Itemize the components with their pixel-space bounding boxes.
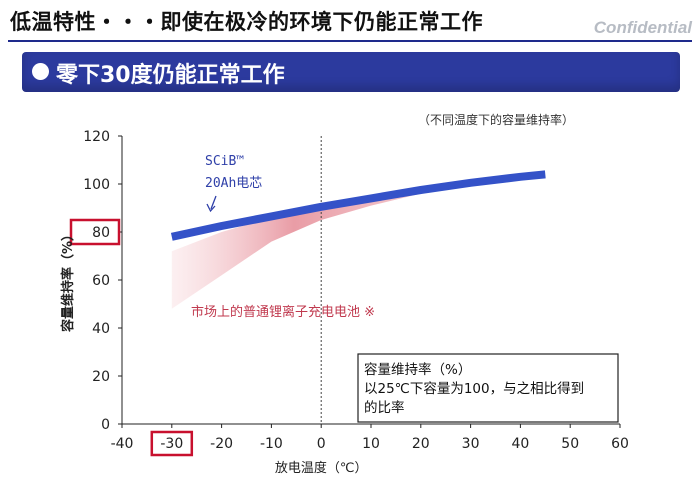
x-tick-label: -20 [210,436,233,452]
scib-arrow [210,195,217,210]
x-axis-label: 放电温度（℃） [275,460,368,476]
y-tick-label: 60 [92,273,110,289]
y-tick-label: 100 [83,177,110,193]
y-highlight-box [69,218,121,246]
x-tick-label: -30 [160,436,183,452]
x-tick-label: -40 [111,436,134,452]
scib-arrow-head [206,203,216,213]
x-tick-label: 50 [561,436,579,452]
x-tick-label: 10 [362,436,380,452]
scib-label-line2: 20Ah电芯 [205,176,262,191]
x-tick-label: -10 [260,436,283,452]
title-rule [8,40,692,42]
market-battery-band [171,176,521,309]
chart-note: （不同温度下的容量维持率） [418,112,574,127]
y-tick-label: 0 [101,417,110,433]
x-tick-label: 40 [511,436,529,452]
y-axis-label: 容量维持率（%） [60,228,76,333]
x-highlight-box [150,430,194,457]
confidential-label: Confidential [593,18,692,37]
annotation-box [357,353,619,423]
y-tick-label: 80 [92,225,110,241]
annotation-line: 容量维持率（%） [364,361,471,378]
y-tick-label: 40 [92,321,110,337]
scib-series-line [170,170,546,241]
section-bar: 零下30度仍能正常工作 [22,52,680,92]
x-tick-label: 20 [412,436,430,452]
annotation-line: 的比率 [364,399,405,416]
section-title: 零下30度仍能正常工作 [56,63,285,88]
x-tick-label: 60 [611,436,629,452]
bullet-icon [32,63,49,80]
x-tick-label: 30 [462,436,480,452]
page-title: 低温特性・・・即使在极冷的环境下仍能正常工作 [10,10,483,34]
market-battery-label: 市场上的普通锂离子充电电池 ※ [191,304,375,320]
annotation-line: 以25℃下容量为100，与之相比得到 [364,380,584,397]
x-tick-label: 0 [317,436,326,452]
y-tick-label: 20 [92,369,110,385]
scib-label-line1: SCiB™ [205,154,244,169]
y-tick-label: 120 [83,129,110,145]
